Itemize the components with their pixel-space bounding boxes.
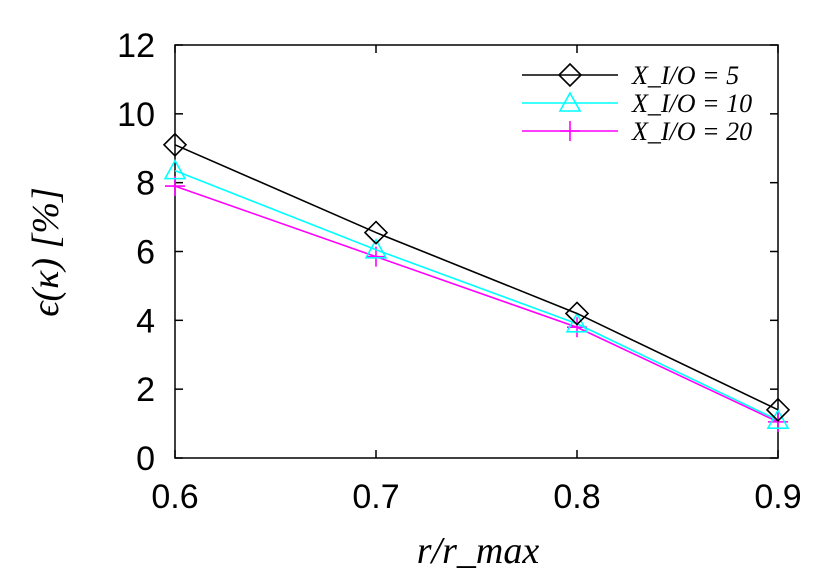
y-tick-label: 8 [136,165,155,203]
series-line [174,169,779,421]
y-tick-label: 4 [136,302,155,340]
series-2 [163,158,790,429]
y-axis-label: ϵ(κ) [%] [25,187,67,317]
data-point-marker [163,158,187,180]
x-tick-label: 0.8 [553,478,600,516]
data-point-marker [364,238,388,259]
x-axis-label: r/r_max [417,530,540,572]
series-line [174,144,779,411]
legend-entry: X_I/O = 20 [522,117,752,146]
x-tick-label: 0.6 [151,478,198,516]
series-3 [165,176,788,432]
legend-label: X_I/O = 5 [631,61,739,90]
y-tick-label: 12 [117,27,155,65]
y-tick-label: 2 [136,371,155,409]
data-point-marker [765,397,791,422]
series-1 [162,132,791,422]
legend: X_I/O = 5X_I/O = 10X_I/O = 20 [522,61,752,146]
series-layer [162,132,791,432]
legend-entry: X_I/O = 5 [522,61,739,90]
y-tick-label: 6 [136,234,155,272]
data-point-marker [162,132,188,157]
legend-marker [558,91,582,112]
data-point-marker [165,176,185,197]
data-point-marker [565,312,589,333]
legend-label: X_I/O = 20 [631,117,752,146]
legend-marker [557,62,583,88]
y-tick-label: 0 [136,440,155,478]
legend-marker [560,121,580,141]
data-point-marker [766,408,790,429]
legend-entry: X_I/O = 10 [522,89,752,118]
legend-label: X_I/O = 10 [631,89,752,118]
y-tick-label: 10 [117,96,155,134]
series-line [174,185,779,423]
x-tick-label: 0.9 [754,478,801,516]
data-point-marker [363,220,389,245]
data-point-marker [564,301,590,326]
x-tick-label: 0.7 [352,478,399,516]
axis-ticks: 0.6 0.7 0.8 0.9 0 2 4 6 8 10 12 [117,27,801,516]
